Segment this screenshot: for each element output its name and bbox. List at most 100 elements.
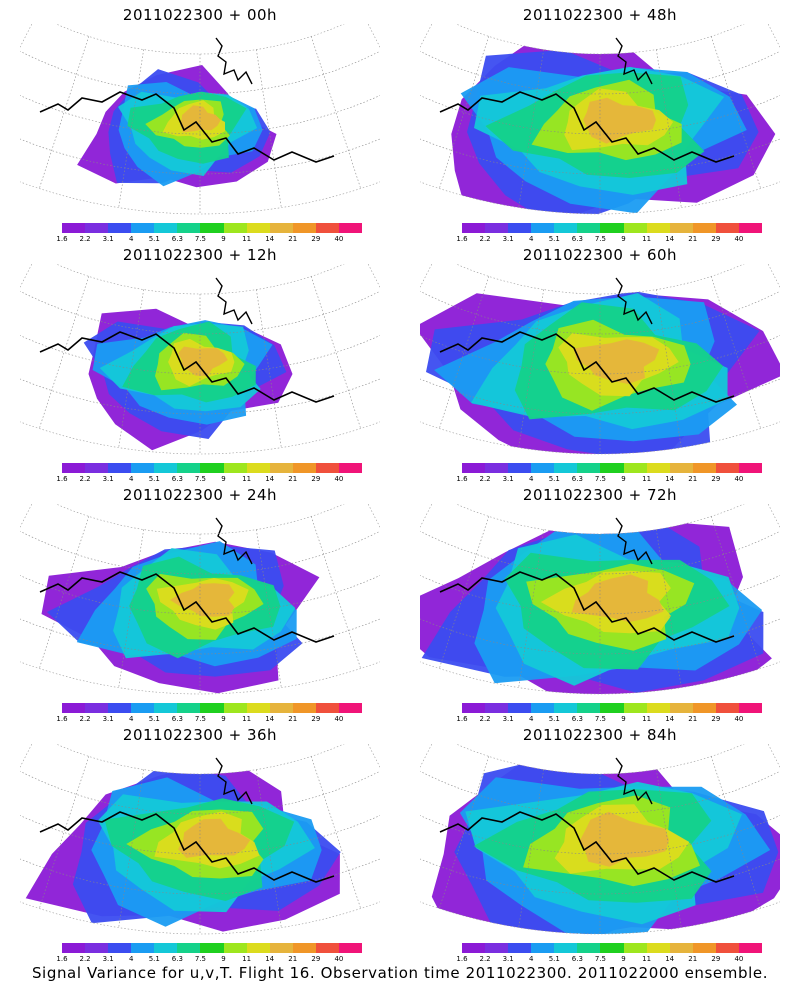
colorbar bbox=[62, 703, 363, 713]
colorbar-swatch bbox=[177, 703, 201, 713]
colorbar-tick-label: 9 bbox=[621, 235, 626, 243]
colorbar-swatch bbox=[154, 463, 178, 473]
colorbar-tick-label: 11 bbox=[242, 235, 252, 243]
colorbar-tick-label: 40 bbox=[734, 475, 744, 483]
colorbar-swatch bbox=[223, 463, 247, 473]
colorbar-tick-label: 6.3 bbox=[571, 475, 583, 483]
colorbar-swatch bbox=[715, 943, 739, 953]
colorbar-tick-label: 7.5 bbox=[594, 475, 607, 483]
graticule bbox=[20, 36, 380, 214]
colorbar-tick-label: 29 bbox=[711, 235, 721, 243]
variance-contour-14 bbox=[178, 818, 251, 858]
colorbar-swatch bbox=[600, 463, 624, 473]
variance-field bbox=[77, 65, 277, 188]
colorbar-tick-label: 6.3 bbox=[171, 715, 183, 723]
colorbar-swatch bbox=[462, 703, 486, 713]
coastline bbox=[39, 331, 335, 403]
colorbar-swatch bbox=[338, 463, 363, 473]
colorbar-tick-label: 4 bbox=[528, 475, 534, 483]
colorbar-swatch bbox=[623, 463, 647, 473]
colorbar-tick-label: 6.3 bbox=[171, 955, 183, 963]
colorbar-tick-label: 21 bbox=[688, 235, 698, 243]
colorbar-tick-label: 11 bbox=[242, 955, 252, 963]
colorbar-tick-label: 29 bbox=[311, 475, 321, 483]
colorbar-swatch bbox=[554, 463, 578, 473]
map-panel-p60: 2011022300 + 60h 1.6 2.2 3.1 4 5.1 6.3 7.5 9 11 14… bbox=[400, 240, 800, 483]
panel-title: 2011022300 + 24h bbox=[122, 486, 278, 504]
arctic-islands bbox=[615, 517, 653, 565]
colorbar-swatch bbox=[108, 463, 132, 473]
map-svg bbox=[420, 744, 780, 935]
map-boundary bbox=[20, 504, 380, 695]
colorbar-swatch bbox=[508, 463, 532, 473]
colorbar-tick-label: 21 bbox=[288, 715, 298, 723]
colorbar-tick-label: 9 bbox=[221, 235, 226, 243]
colorbar-swatch bbox=[292, 463, 316, 473]
colorbar-swatch bbox=[131, 223, 155, 233]
panel-title: 2011022300 + 48h bbox=[522, 6, 678, 24]
colorbar-tick-label: 9 bbox=[221, 715, 226, 723]
colorbar-tick-label: 21 bbox=[288, 475, 298, 483]
colorbar-tick-label: 29 bbox=[711, 475, 721, 483]
colorbar-tick-label: 3.1 bbox=[102, 715, 114, 723]
colorbar-tick-label: 9 bbox=[221, 955, 226, 963]
colorbar-tick-label: 2.2 bbox=[79, 955, 91, 963]
map-panel-p12: 2011022300 + 12h 1.6 2.2 3.1 4 5.1 6.3 7.5 9 11 14… bbox=[0, 240, 400, 483]
colorbar-tick-label: 21 bbox=[688, 475, 698, 483]
colorbar-tick-label: 2.2 bbox=[79, 715, 91, 723]
colorbar-swatch bbox=[646, 463, 670, 473]
map-panel-p84: 2011022300 + 84h 1.6 2.2 3.1 4 5.1 6.3 7.5 9 11 14… bbox=[400, 720, 800, 963]
colorbar-swatch bbox=[623, 943, 647, 953]
map-boundary bbox=[20, 744, 380, 935]
colorbar-swatch bbox=[577, 943, 601, 953]
colorbar-swatch bbox=[85, 703, 109, 713]
colorbar-tick-label: 14 bbox=[265, 235, 275, 243]
colorbar-swatch bbox=[646, 703, 670, 713]
colorbar-tick-label: 7.5 bbox=[194, 715, 207, 723]
colorbar-swatch bbox=[223, 703, 247, 713]
colorbar-tick-label: 5.1 bbox=[548, 715, 560, 723]
arctic-islands bbox=[615, 277, 653, 325]
variance-field bbox=[83, 308, 293, 451]
colorbar-tick-label: 11 bbox=[642, 475, 652, 483]
colorbar-swatch bbox=[131, 943, 155, 953]
colorbar-tick-label: 2.2 bbox=[479, 955, 491, 963]
colorbar bbox=[62, 223, 363, 233]
colorbar-swatch bbox=[62, 223, 86, 233]
coastline bbox=[439, 331, 735, 403]
panel-title: 2011022300 + 36h bbox=[122, 726, 278, 744]
colorbar-tick-label: 11 bbox=[242, 475, 252, 483]
graticule bbox=[20, 756, 380, 934]
arctic-islands bbox=[215, 277, 253, 325]
arctic-islands bbox=[615, 757, 653, 805]
panel-title: 2011022300 + 00h bbox=[122, 6, 278, 24]
colorbar-tick-label: 4 bbox=[128, 475, 134, 483]
map-boundary bbox=[420, 264, 780, 455]
colorbar-swatch bbox=[131, 463, 155, 473]
colorbar-swatch bbox=[246, 703, 270, 713]
coastline bbox=[39, 811, 335, 883]
colorbar-swatch bbox=[554, 943, 578, 953]
colorbar-tick-label: 14 bbox=[665, 955, 675, 963]
colorbar-tick-label: 3.1 bbox=[502, 475, 514, 483]
colorbar-tick-label: 1.6 bbox=[456, 235, 468, 243]
colorbar-tick-label: 1.6 bbox=[56, 475, 68, 483]
colorbar-tick-label: 9 bbox=[221, 475, 226, 483]
colorbar-tick-label: 2.2 bbox=[79, 475, 91, 483]
colorbar-swatch bbox=[508, 223, 532, 233]
colorbar-tick-label: 11 bbox=[642, 715, 652, 723]
colorbar-swatch bbox=[485, 463, 509, 473]
colorbar bbox=[462, 463, 763, 473]
colorbar-tick-label: 3.1 bbox=[102, 475, 114, 483]
map-boundary bbox=[420, 24, 780, 215]
map-panel-p72: 2011022300 + 72h 1.6 2.2 3.1 4 5.1 6.3 7.5 9 11 14… bbox=[400, 480, 800, 723]
panel-title: 2011022300 + 84h bbox=[522, 726, 678, 744]
colorbar-tick-label: 21 bbox=[688, 715, 698, 723]
colorbar-swatch bbox=[315, 703, 339, 713]
colorbar-swatch bbox=[108, 223, 132, 233]
colorbar-tick-label: 6.3 bbox=[571, 955, 583, 963]
colorbar-swatch bbox=[692, 943, 716, 953]
colorbar-tick-label: 6.3 bbox=[571, 715, 583, 723]
colorbar-tick-label: 40 bbox=[734, 955, 744, 963]
graticule bbox=[20, 276, 380, 454]
